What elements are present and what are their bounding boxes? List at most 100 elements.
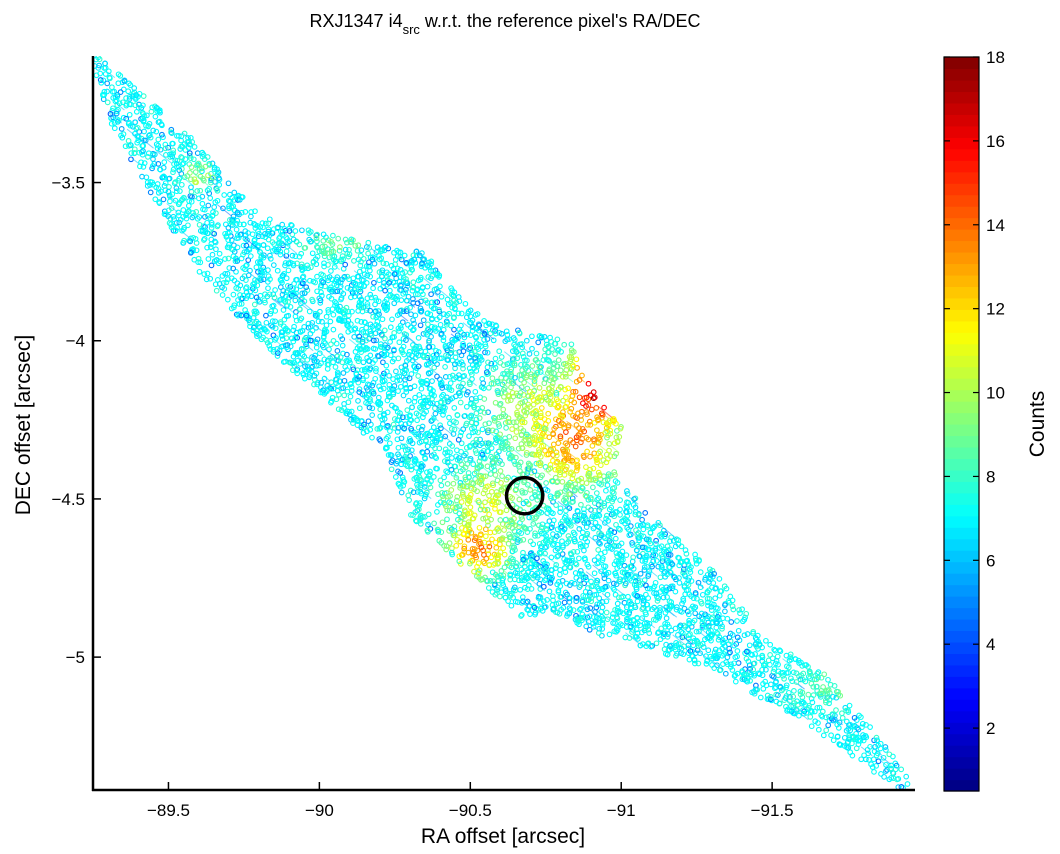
data-point <box>714 605 721 612</box>
data-point <box>424 443 431 450</box>
data-point <box>280 307 287 313</box>
data-point <box>557 505 564 512</box>
data-point <box>365 418 372 425</box>
data-point <box>196 268 203 275</box>
data-point <box>522 584 528 591</box>
data-point <box>323 313 330 320</box>
data-point <box>499 461 505 468</box>
data-point <box>104 80 111 87</box>
data-point <box>410 317 416 323</box>
data-point <box>515 445 522 452</box>
data-point <box>418 467 425 473</box>
data-point <box>231 189 238 196</box>
data-point <box>447 380 454 386</box>
data-point <box>160 196 167 203</box>
data-point <box>573 356 580 363</box>
data-point <box>613 521 619 528</box>
data-point <box>746 642 753 649</box>
data-point <box>606 536 613 542</box>
data-point <box>488 360 495 367</box>
data-point <box>843 727 850 734</box>
data-point <box>662 531 669 537</box>
data-point <box>219 292 226 298</box>
data-point <box>272 308 279 314</box>
data-point <box>520 549 526 556</box>
data-point <box>392 474 399 480</box>
data-point <box>459 490 466 496</box>
data-point <box>285 240 291 246</box>
data-point <box>497 517 504 523</box>
data-point <box>851 714 858 721</box>
data-point <box>589 443 596 449</box>
data-point <box>406 497 412 503</box>
data-point <box>128 150 135 156</box>
data-point <box>616 434 623 440</box>
data-point <box>386 440 393 447</box>
data-point <box>606 538 613 544</box>
data-point <box>333 258 340 265</box>
data-point <box>486 543 493 550</box>
data-point <box>379 316 386 323</box>
data-point <box>866 756 872 763</box>
data-point <box>657 636 664 643</box>
data-point <box>657 574 664 581</box>
data-point <box>502 516 509 523</box>
data-point <box>590 389 597 395</box>
data-point <box>719 623 725 630</box>
data-point <box>321 260 327 267</box>
data-point <box>391 300 398 307</box>
data-point <box>695 579 702 586</box>
data-point <box>586 470 593 477</box>
data-point <box>243 242 250 249</box>
data-point <box>685 611 692 618</box>
data-point <box>280 297 287 303</box>
data-point <box>352 242 359 249</box>
data-point <box>519 577 525 584</box>
data-point <box>563 394 569 401</box>
data-point <box>248 213 254 220</box>
data-point <box>407 416 414 423</box>
data-point <box>175 133 182 139</box>
data-point <box>377 386 384 393</box>
data-point <box>590 476 596 483</box>
data-point <box>781 675 787 682</box>
data-point <box>577 541 584 547</box>
data-point <box>493 428 499 435</box>
data-point <box>487 529 494 536</box>
data-point <box>661 631 667 637</box>
data-point <box>166 175 173 182</box>
data-point <box>585 380 592 387</box>
data-point <box>562 494 569 501</box>
data-point <box>212 281 219 288</box>
data-point <box>305 227 312 234</box>
data-point <box>606 506 613 513</box>
data-point <box>500 406 507 413</box>
data-point <box>233 226 240 233</box>
data-point <box>208 221 215 228</box>
data-point <box>286 228 293 234</box>
data-point <box>868 761 874 768</box>
data-point <box>871 769 877 775</box>
data-point <box>563 463 570 470</box>
data-point <box>173 188 180 195</box>
data-point <box>145 154 151 160</box>
data-point <box>611 628 618 635</box>
data-point <box>763 637 769 644</box>
data-point <box>193 240 200 246</box>
data-point <box>691 617 698 624</box>
data-point <box>386 381 393 388</box>
data-point <box>560 421 567 428</box>
data-point <box>521 479 527 486</box>
data-point <box>288 335 295 342</box>
data-point <box>510 556 516 563</box>
data-point <box>149 165 155 172</box>
data-point <box>603 487 609 494</box>
data-point <box>520 536 527 543</box>
data-point <box>410 279 417 286</box>
data-point <box>374 426 381 432</box>
data-point <box>570 498 576 505</box>
data-point <box>576 394 583 401</box>
data-point <box>359 367 365 373</box>
data-point <box>321 356 328 363</box>
